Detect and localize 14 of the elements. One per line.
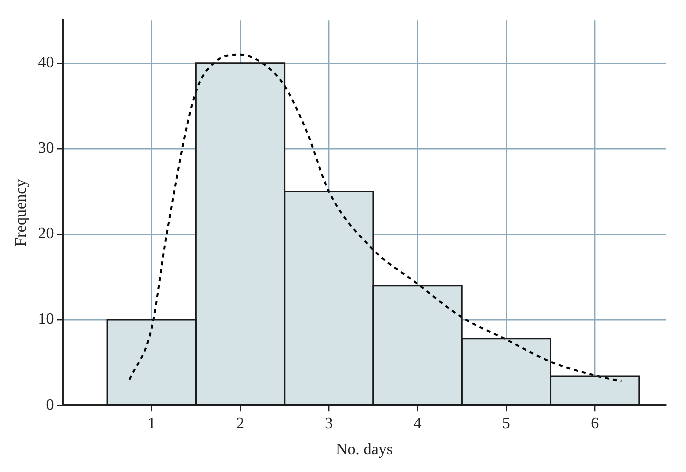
y-tick-label: 30	[38, 140, 54, 158]
x-tick-label: 5	[502, 415, 510, 432]
x-tick-label: 1	[148, 415, 156, 432]
y-axis-title: Frequency	[12, 179, 30, 247]
y-tick-label: 40	[38, 54, 54, 72]
y-tick-label: 10	[38, 311, 54, 328]
x-tick-label: 2	[236, 415, 244, 432]
line-series	[128, 54, 623, 383]
y-tick-label: 0	[46, 396, 54, 414]
x-axis-title: No. days	[336, 442, 394, 459]
x-tick-label: 4	[414, 415, 422, 432]
y-tick-label: 20	[38, 226, 54, 243]
x-tick-label: 3	[325, 415, 334, 432]
x-tick-label: 6	[591, 415, 600, 432]
